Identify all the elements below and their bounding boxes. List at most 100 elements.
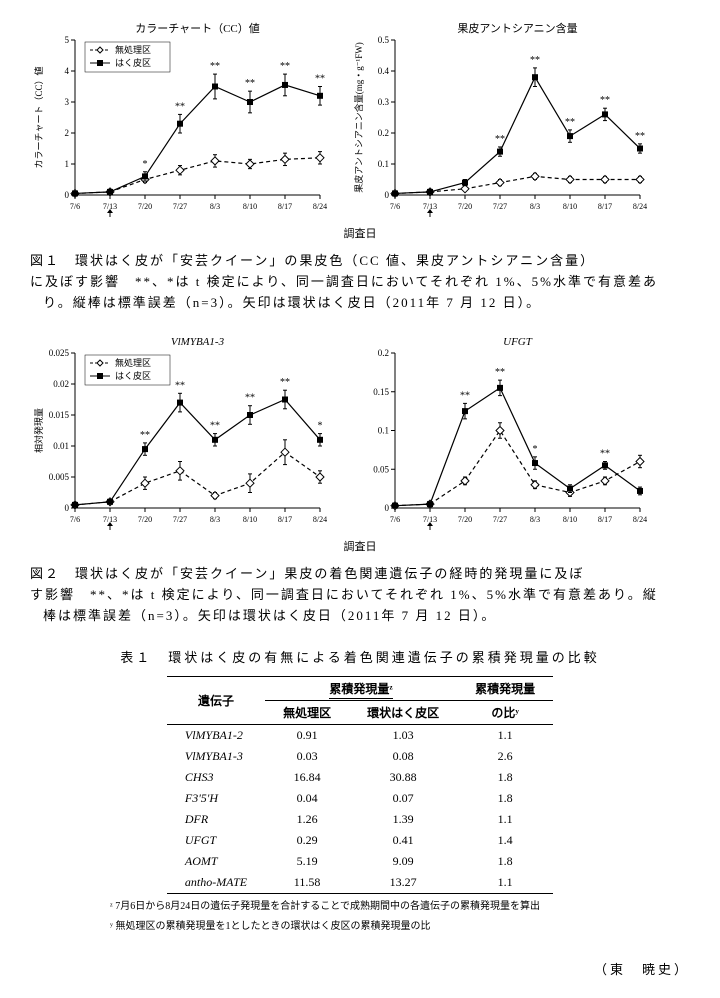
svg-text:0: 0 (385, 190, 390, 200)
svg-text:0.02: 0.02 (53, 379, 69, 389)
cell-treat: 0.07 (349, 788, 457, 809)
cell-ratio: 1.8 (457, 767, 553, 788)
svg-text:**: ** (210, 421, 220, 432)
svg-text:VlMYBA1-3: VlMYBA1-3 (171, 336, 225, 348)
svg-text:**: ** (245, 78, 255, 89)
svg-text:果皮アントシアニン含量(mg・g⁻¹FW): 果皮アントシアニン含量(mg・g⁻¹FW) (353, 42, 364, 192)
cell-gene: AOMT (167, 851, 265, 872)
svg-text:5: 5 (65, 35, 70, 45)
table-row: antho-MATE11.5813.271.1 (167, 872, 553, 894)
svg-text:7/6: 7/6 (70, 515, 80, 524)
cell-gene: UFGT (167, 830, 265, 851)
svg-text:*: * (533, 444, 538, 455)
svg-text:7/27: 7/27 (173, 202, 187, 211)
cell-treat: 1.03 (349, 724, 457, 746)
caption-text: 棒は標準誤差（n=3）。矢印は環状はく皮日（2011年 7 月 12 日）。 (43, 608, 496, 623)
svg-text:8/17: 8/17 (598, 202, 612, 211)
svg-text:0.3: 0.3 (378, 97, 390, 107)
svg-text:相対発現量: 相対発現量 (33, 408, 44, 453)
cell-ratio: 1.1 (457, 724, 553, 746)
svg-text:0.4: 0.4 (378, 66, 390, 76)
cell-gene: VlMYBA1-2 (167, 724, 265, 746)
svg-text:8/3: 8/3 (210, 515, 220, 524)
cell-gene: DFR (167, 809, 265, 830)
svg-text:**: ** (460, 391, 470, 402)
table-row: VlMYBA1-30.030.082.6 (167, 746, 553, 767)
svg-text:1: 1 (65, 159, 70, 169)
table-body: VlMYBA1-20.911.031.1VlMYBA1-30.030.082.6… (167, 724, 553, 893)
svg-text:**: ** (635, 131, 645, 142)
svg-text:0.1: 0.1 (378, 159, 389, 169)
svg-text:0.15: 0.15 (373, 387, 389, 397)
svg-text:7/6: 7/6 (70, 202, 80, 211)
cell-ctrl: 0.04 (265, 788, 349, 809)
caption-text: り。縦棒は標準誤差（n=3）。矢印は環状はく皮日（2011年 7 月 12 日）… (43, 295, 541, 310)
svg-text:0.2: 0.2 (378, 348, 389, 358)
svg-text:0.2: 0.2 (378, 128, 389, 138)
svg-text:**: ** (140, 430, 150, 441)
caption-text: 図２ 環状はく皮が「安芸クイーン」果皮の着色関連遺伝子の経時的発現量に及ぼ (30, 566, 584, 581)
svg-text:7/6: 7/6 (390, 515, 400, 524)
svg-text:8/17: 8/17 (598, 515, 612, 524)
svg-text:**: ** (175, 381, 185, 392)
cell-ctrl: 16.84 (265, 767, 349, 788)
svg-text:UFGT: UFGT (503, 336, 533, 348)
svg-text:7/6: 7/6 (390, 202, 400, 211)
svg-text:**: ** (245, 393, 255, 404)
svg-text:7/27: 7/27 (173, 515, 187, 524)
table-header-gene: 遺伝子 (167, 676, 265, 724)
fig2-right-chart: UFGT00.050.10.150.27/67/137/207/278/38/1… (350, 333, 650, 533)
svg-text:果皮アントシアニン含量: 果皮アントシアニン含量 (457, 21, 577, 35)
figure-2-row: VlMYBA1-300.0050.010.0150.020.025相対発現量7/… (30, 333, 690, 533)
svg-text:8/24: 8/24 (313, 202, 327, 211)
header-text: 累積発現量ᶻ (329, 682, 392, 699)
svg-text:無処理区: 無処理区 (115, 44, 151, 55)
svg-text:8/24: 8/24 (633, 515, 647, 524)
svg-text:0: 0 (385, 503, 390, 513)
svg-text:8/3: 8/3 (210, 202, 220, 211)
svg-text:0.1: 0.1 (378, 426, 389, 436)
svg-text:0.05: 0.05 (373, 465, 389, 475)
svg-text:3: 3 (65, 97, 70, 107)
svg-text:7/20: 7/20 (458, 515, 472, 524)
svg-text:0: 0 (65, 190, 70, 200)
cell-gene: VlMYBA1-3 (167, 746, 265, 767)
svg-text:8/24: 8/24 (313, 515, 327, 524)
table-row: CHS316.8430.881.8 (167, 767, 553, 788)
svg-text:**: ** (495, 368, 505, 379)
cell-gene: antho-MATE (167, 872, 265, 894)
svg-text:**: ** (315, 74, 325, 85)
figure-1-row: カラーチャート（CC）値012345カラーチャート（CC）値7/67/137/2… (30, 20, 690, 220)
cell-treat: 13.27 (349, 872, 457, 894)
svg-text:8/24: 8/24 (633, 202, 647, 211)
svg-text:はく皮区: はく皮区 (115, 370, 151, 381)
svg-text:**: ** (565, 117, 575, 128)
svg-text:8/10: 8/10 (243, 515, 257, 524)
svg-text:*: * (143, 159, 148, 170)
cell-treat: 0.41 (349, 830, 457, 851)
table-subheader-ctrl: 無処理区 (265, 700, 349, 724)
cell-ratio: 1.8 (457, 788, 553, 809)
cell-ratio: 1.1 (457, 872, 553, 894)
table-1: 遺伝子 累積発現量ᶻ 累積発現量 無処理区 環状はく皮区 の比ʸ VlMYBA1… (167, 676, 553, 894)
table-row: DFR1.261.391.1 (167, 809, 553, 830)
svg-text:8/17: 8/17 (278, 202, 292, 211)
cell-ratio: 2.6 (457, 746, 553, 767)
table-row: F3'5'H0.040.071.8 (167, 788, 553, 809)
caption-text: す影響 **、*は t 検定により、同一調査日においてそれぞれ 1%、5%水準で… (30, 587, 658, 602)
fig1-right-chart: 果皮アントシアニン含量00.10.20.30.40.5果皮アントシアニン含量(m… (350, 20, 650, 220)
cell-ctrl: 0.03 (265, 746, 349, 767)
figure-2-caption: 図２ 環状はく皮が「安芸クイーン」果皮の着色関連遺伝子の経時的発現量に及ぼ す影… (30, 564, 690, 626)
svg-text:7/20: 7/20 (138, 202, 152, 211)
svg-text:8/10: 8/10 (563, 515, 577, 524)
cell-ctrl: 0.91 (265, 724, 349, 746)
table-1-title: 表１ 環状はく皮の有無による着色関連遺伝子の累積発現量の比較 (30, 647, 690, 666)
svg-text:7/20: 7/20 (458, 202, 472, 211)
cell-ctrl: 11.58 (265, 872, 349, 894)
svg-text:**: ** (495, 134, 505, 145)
svg-text:7/27: 7/27 (493, 202, 507, 211)
table-row: AOMT5.199.091.8 (167, 851, 553, 872)
fig2-left-chart: VlMYBA1-300.0050.010.0150.020.025相対発現量7/… (30, 333, 330, 533)
svg-text:無処理区: 無処理区 (115, 357, 151, 368)
svg-text:0.005: 0.005 (49, 472, 70, 482)
